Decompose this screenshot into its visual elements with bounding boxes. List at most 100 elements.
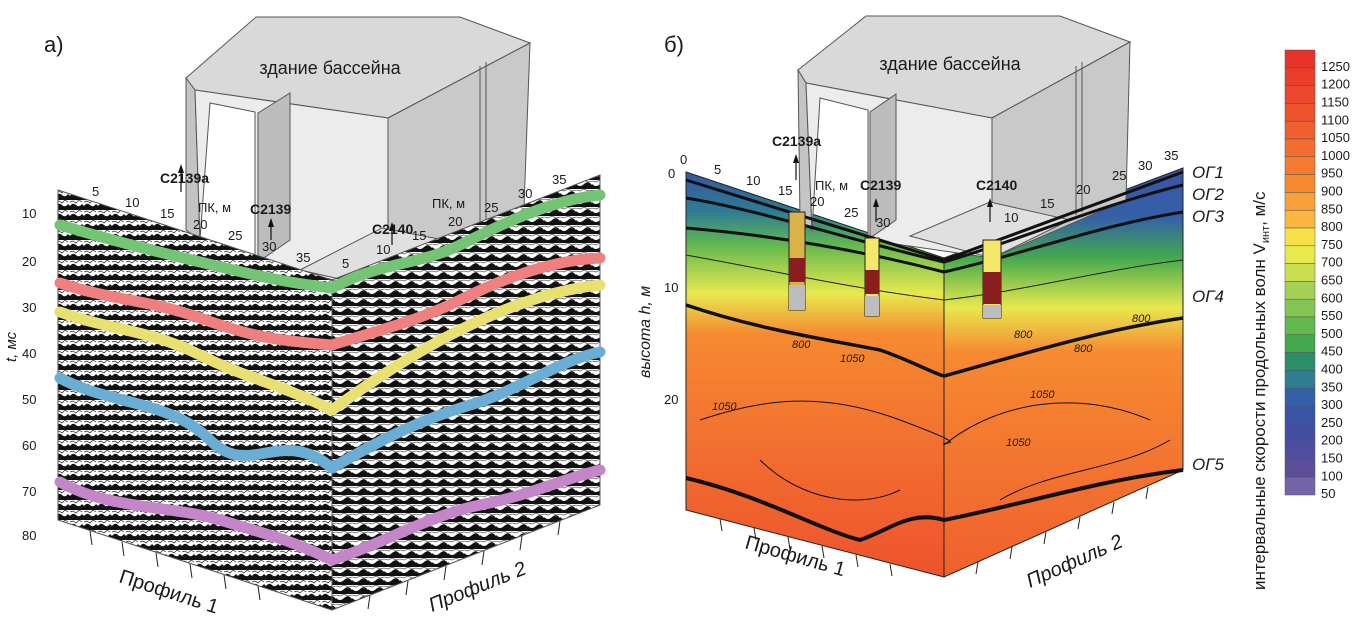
panel-a-pk-label-right: ПК, м [432, 196, 465, 211]
svg-text:5: 5 [92, 184, 99, 199]
svg-text:25: 25 [1112, 168, 1126, 183]
svg-text:ОГ1: ОГ1 [1192, 163, 1224, 182]
colorbar-swatch [1284, 405, 1316, 425]
colorbar-tick-label: 500 [1321, 326, 1343, 341]
colorbar-swatch [1284, 423, 1316, 442]
svg-text:1050: 1050 [1006, 437, 1031, 449]
colorbar-swatch [1284, 103, 1316, 122]
panel-b-wells: C2139a C2139 C2140 [772, 133, 1017, 222]
svg-text:10: 10 [22, 206, 36, 221]
svg-text:50: 50 [22, 392, 36, 407]
panel-a-building-label: здание бассейна [259, 58, 401, 78]
colorbar-tick-label: 350 [1321, 379, 1343, 394]
panel-b-y-label: высота h, м [637, 286, 654, 378]
svg-text:60: 60 [22, 438, 36, 453]
colorbar-tick-label: 1200 [1321, 77, 1350, 92]
colorbar-tick-label: 950 [1321, 166, 1343, 181]
panel-a-pk-ticks-left: 5 10 15 20 25 30 35 ПК, м [92, 184, 310, 265]
svg-text:30: 30 [518, 186, 532, 201]
panel-b-y-axis: 0 10 20 высота h, м [637, 166, 678, 407]
svg-text:35: 35 [1164, 148, 1178, 163]
svg-text:800: 800 [1074, 343, 1093, 355]
colorbar-tick-label: 800 [1321, 219, 1343, 234]
colorbar-tick-label: 550 [1321, 308, 1343, 323]
panel-a: а) здание бассейна [3, 16, 606, 619]
svg-text:35: 35 [552, 172, 566, 187]
panel-b-bottom-ticks [719, 486, 1149, 577]
colorbar-swatch [1284, 209, 1316, 229]
colorbar-tick-label: 700 [1321, 255, 1343, 270]
svg-text:15: 15 [1040, 196, 1054, 211]
colorbar-tick-label: 300 [1321, 397, 1343, 412]
svg-text:25: 25 [484, 200, 498, 215]
svg-text:80: 80 [22, 528, 36, 543]
colorbar-swatch [1284, 120, 1316, 140]
panel-b-contour-labels: 800 1050 1050 800 800 1050 1050 800 [712, 313, 1151, 449]
panel-b-well-c2139a: C2139a [772, 133, 821, 149]
panel-b-pk-label: ПК, м [815, 178, 848, 193]
colorbar-swatch [1284, 192, 1316, 211]
colorbar-swatch [1284, 49, 1316, 69]
svg-text:800: 800 [1132, 313, 1151, 325]
svg-text:25: 25 [228, 228, 242, 243]
colorbar-tick-label: 850 [1321, 201, 1343, 216]
panel-a-pk-ticks-right: 5 10 15 20 25 30 35 ПК, м [342, 172, 566, 271]
svg-text:800: 800 [1014, 329, 1033, 341]
colorbar-swatch [1284, 245, 1316, 264]
panel-a-horizons-right [326, 189, 606, 566]
colorbar-swatch [1284, 316, 1316, 336]
colorbar-tick-label: 1150 [1321, 95, 1349, 110]
svg-text:ОГ5: ОГ5 [1192, 455, 1224, 474]
svg-text:0: 0 [680, 152, 687, 167]
colorbar-tick-label: 650 [1321, 273, 1343, 288]
svg-text:ОГ2: ОГ2 [1192, 185, 1224, 204]
panel-a-profile2-face [331, 174, 601, 611]
panel-a-label: а) [44, 32, 64, 57]
colorbar-swatch [1284, 263, 1316, 282]
svg-text:20: 20 [193, 217, 207, 232]
svg-text:15: 15 [778, 183, 792, 198]
svg-text:5: 5 [714, 162, 721, 177]
svg-text:10: 10 [746, 173, 760, 188]
panel-a-bottom-ticks [89, 520, 561, 610]
svg-text:30: 30 [876, 215, 890, 230]
svg-text:20: 20 [664, 392, 678, 407]
colorbar-swatch [1284, 476, 1316, 496]
svg-text:30: 30 [1138, 158, 1152, 173]
svg-text:1050: 1050 [712, 401, 737, 413]
svg-text:70: 70 [22, 484, 36, 499]
colorbar-tick-label: 1000 [1321, 148, 1350, 163]
panel-b-horizon-labels: ОГ1 ОГ2 ОГ3 ОГ4 ОГ5 [1192, 163, 1224, 474]
colorbar-tick-label: 1100 [1321, 112, 1349, 127]
svg-text:10: 10 [664, 280, 678, 295]
colorbar-tick-label: 450 [1321, 344, 1343, 359]
colorbar-swatch [1284, 459, 1316, 478]
velocity-colorbar: интервальные скорости продольных волн Vи… [1250, 49, 1350, 590]
colorbar-swatch [1284, 298, 1316, 318]
colorbar-tick-label: 400 [1321, 362, 1343, 377]
colorbar-swatch [1284, 67, 1316, 86]
panel-b-pk-ticks: 0 5 10 15 20 25 30 ПК, м 10 15 20 25 30 … [680, 148, 1178, 230]
colorbar-tick-label: 250 [1321, 415, 1343, 430]
svg-text:1050: 1050 [1030, 389, 1055, 401]
colorbar-swatch [1284, 441, 1316, 460]
svg-text:20: 20 [1076, 182, 1090, 197]
svg-text:ОГ3: ОГ3 [1192, 207, 1224, 226]
colorbar-swatch [1284, 370, 1316, 389]
svg-text:20: 20 [448, 214, 462, 229]
colorbar-swatch [1284, 227, 1316, 247]
svg-text:30: 30 [22, 300, 36, 315]
colorbar-tick-label: 750 [1321, 237, 1343, 252]
colorbar-tick-label: 50 [1321, 486, 1335, 501]
colorbar-tick-label: 1050 [1321, 130, 1350, 145]
colorbar-swatch [1284, 85, 1316, 104]
svg-text:35: 35 [296, 250, 310, 265]
svg-text:20: 20 [810, 194, 824, 209]
panel-a-y-label: t, мс [3, 331, 20, 362]
svg-text:40: 40 [22, 346, 36, 361]
panel-b-well-logs [788, 211, 1002, 319]
svg-text:25: 25 [844, 205, 858, 220]
panel-a-pk-label-left: ПК, м [198, 200, 231, 215]
colorbar-title: интервальные скорости продольных волн Vи… [1250, 191, 1272, 590]
